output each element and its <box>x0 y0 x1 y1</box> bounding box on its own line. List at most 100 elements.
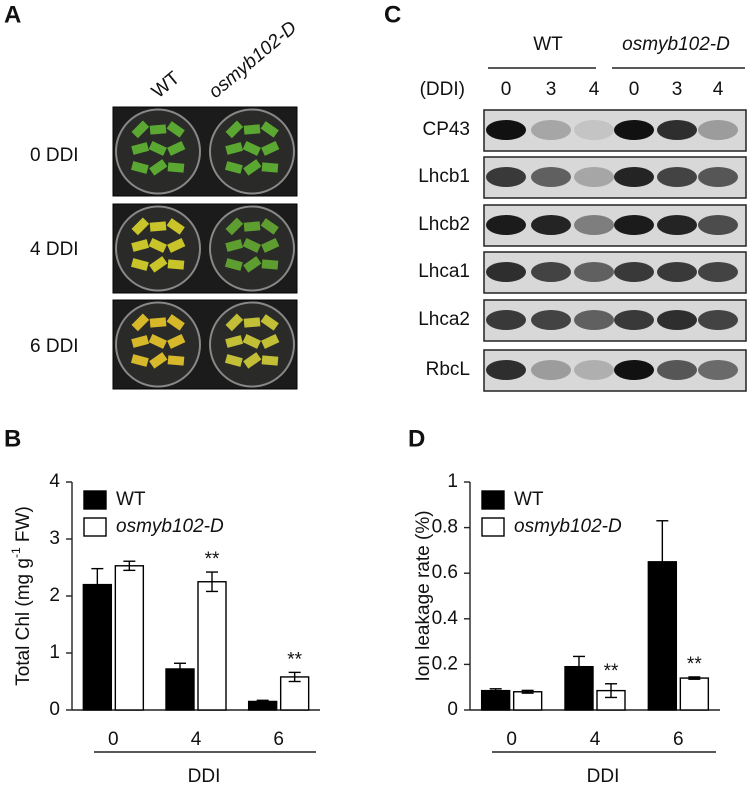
row-label: 4 DDI <box>30 239 79 260</box>
error-bar <box>123 560 136 572</box>
protein-label: RbcL <box>426 359 470 380</box>
row-label: 0 DDI <box>30 145 79 166</box>
y-tick-label: 2 <box>49 585 60 606</box>
band <box>657 360 697 380</box>
legend-label: WT <box>116 489 146 510</box>
y-tick-label: 1 <box>447 471 458 492</box>
leaf-piece <box>261 162 279 173</box>
leaf-piece <box>149 159 168 176</box>
band <box>486 360 526 380</box>
leaf-piece <box>260 218 279 235</box>
leaf-piece <box>243 159 262 176</box>
leaf-piece <box>167 140 186 156</box>
band <box>657 310 697 330</box>
leaf-piece <box>243 124 261 135</box>
band <box>486 262 526 282</box>
leaf-piece <box>225 239 244 252</box>
leaf-piece <box>131 120 150 139</box>
leaf-piece <box>149 124 167 135</box>
band <box>614 215 654 235</box>
leaf-piece <box>261 355 279 366</box>
leaf-piece <box>148 333 167 349</box>
leaf-piece <box>166 314 185 331</box>
legend-swatch <box>481 490 505 510</box>
legend-swatch <box>83 490 107 510</box>
band <box>614 262 654 282</box>
significance: ** <box>687 654 702 675</box>
group-label: osmyb102-D <box>622 34 730 55</box>
x-tick-label: 4 <box>590 729 601 750</box>
y-tick-label: 0 <box>49 699 60 720</box>
error-bar <box>206 571 218 593</box>
x-tick-label: 4 <box>191 729 202 750</box>
leaf-piece <box>225 120 244 139</box>
leaf-piece <box>167 259 185 270</box>
leaf-piece <box>242 140 261 156</box>
leaf-piece <box>167 237 186 253</box>
band <box>698 120 738 140</box>
y-tick-label: 0.6 <box>432 562 458 583</box>
band <box>657 120 697 140</box>
band <box>531 167 571 187</box>
error-bar <box>256 699 269 704</box>
legend-label: osmyb102-D <box>514 516 622 537</box>
bar <box>480 689 511 711</box>
lane-label: 3 <box>672 79 683 100</box>
protein-label: Lhca1 <box>418 261 470 282</box>
y-tick-label: 1 <box>49 642 60 663</box>
error-bar <box>521 689 534 694</box>
leaf-piece <box>130 354 149 367</box>
band <box>698 310 738 330</box>
x-tick-label: 0 <box>506 729 517 750</box>
leaf-piece <box>242 237 261 253</box>
band <box>698 262 738 282</box>
band <box>574 310 614 330</box>
significance: ** <box>287 649 302 670</box>
y-tick-label: 3 <box>49 528 60 549</box>
leaf-piece <box>225 313 244 332</box>
y-axis-label-part: Total Chl (mg g <box>13 558 34 686</box>
panel-label: C <box>384 1 401 28</box>
band <box>657 262 697 282</box>
leaf-piece <box>167 333 186 349</box>
bar <box>82 583 113 711</box>
leaf-piece <box>225 217 244 236</box>
leaf-piece <box>166 218 185 235</box>
leaf-piece <box>167 355 185 366</box>
band <box>574 215 614 235</box>
column-label: WT <box>148 67 184 102</box>
leaf-piece <box>242 333 261 349</box>
y-tick-label: 0 <box>447 699 458 720</box>
leaf-piece <box>243 317 261 328</box>
band <box>657 167 697 187</box>
leaf-piece <box>260 314 279 331</box>
error-bar <box>573 655 585 678</box>
leaf-piece <box>131 335 150 348</box>
panel-label: A <box>4 1 21 28</box>
leaf-piece <box>261 333 280 349</box>
leaf-piece <box>261 140 280 156</box>
error-bar <box>489 688 502 694</box>
leaf-piece <box>131 239 150 252</box>
lane-label: 0 <box>501 79 512 100</box>
lane-header: (DDI) <box>420 79 465 100</box>
y-axis-label-part: Ion leakage rate (%) <box>413 510 434 681</box>
band <box>531 120 571 140</box>
leaf-piece <box>261 237 280 253</box>
protein-label: CP43 <box>422 119 470 140</box>
leaf-piece <box>131 217 150 236</box>
panel-label: D <box>408 425 425 452</box>
band <box>486 215 526 235</box>
y-tick-label: 0.8 <box>432 517 458 538</box>
column-label: osmyb102-D <box>205 17 301 103</box>
group-label: WT <box>533 34 563 55</box>
band <box>698 215 738 235</box>
lane-label: 4 <box>713 79 724 100</box>
leaf-piece <box>224 161 243 174</box>
protein-label: Lhcb1 <box>418 166 470 187</box>
leaf-piece <box>166 121 185 138</box>
leaf-piece <box>131 142 150 155</box>
x-tick-label: 0 <box>108 729 119 750</box>
leaf-piece <box>130 161 149 174</box>
